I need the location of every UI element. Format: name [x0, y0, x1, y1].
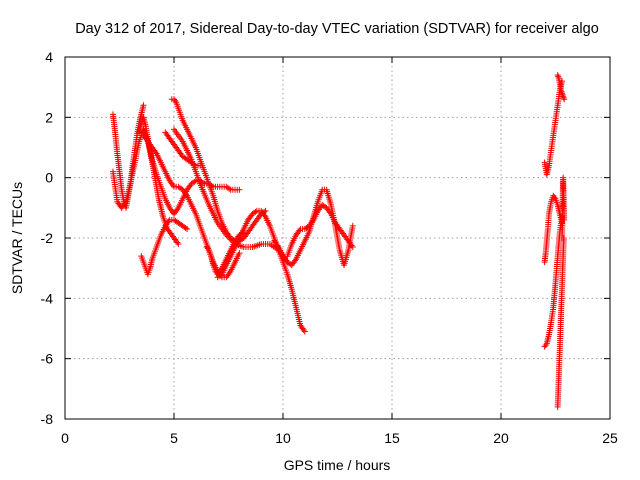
series-track-16 [554, 72, 568, 103]
grid-lines [65, 57, 610, 419]
data-point [561, 96, 568, 103]
x-tick-label: 10 [275, 430, 291, 446]
x-axis-label: GPS time / hours [284, 457, 391, 473]
data-point [240, 228, 247, 235]
data-point [182, 224, 189, 231]
x-tick-label: 5 [170, 430, 178, 446]
data-point [252, 208, 259, 215]
y-tick-label: 4 [45, 49, 53, 65]
series-track-17 [554, 235, 567, 410]
series-track-11 [203, 228, 247, 278]
data-point [140, 102, 147, 109]
y-tick-labels: 4 2 0 -2 -4 -6 -8 [41, 49, 54, 427]
data-point [236, 186, 243, 193]
y-tick-label: -2 [41, 230, 54, 246]
data-point [349, 244, 356, 251]
data-point [236, 250, 243, 257]
data-point [555, 73, 562, 80]
data-point [239, 229, 246, 236]
data-point [304, 223, 311, 230]
axis-ticks [64, 56, 611, 420]
series-track-10 [284, 201, 356, 260]
data-point [349, 222, 356, 229]
data-point [542, 342, 549, 349]
data-point [287, 261, 294, 268]
series-track-12 [162, 129, 204, 169]
data-point [561, 216, 568, 223]
series-track-18 [559, 174, 568, 241]
x-tick-label: 25 [602, 430, 618, 446]
data-point [175, 241, 182, 248]
data-point [301, 328, 308, 335]
y-tick-label: -4 [41, 290, 54, 306]
series-track-6 [138, 216, 191, 278]
data-point [559, 78, 566, 85]
chart-title: Day 312 of 2017, Sidereal Day-to-day VTE… [75, 21, 599, 37]
x-tick-labels: 0 5 10 15 20 25 [61, 430, 618, 446]
y-tick-label: -6 [41, 351, 54, 367]
series-track-13 [541, 213, 566, 350]
y-tick-label: 0 [45, 170, 53, 186]
data-point [554, 72, 561, 79]
x-tick-label: 0 [61, 430, 69, 446]
x-tick-label: 20 [493, 430, 509, 446]
y-axis-label: SDTVAR / TECUs [9, 182, 25, 294]
data-point [226, 185, 233, 192]
data-point [184, 225, 191, 232]
data-point [191, 178, 198, 185]
data-point [178, 185, 185, 192]
data-point [197, 162, 204, 169]
series-track-9 [271, 186, 356, 269]
data-points [109, 72, 568, 410]
x-tick-label: 15 [384, 430, 400, 446]
data-point [322, 203, 329, 210]
y-tick-label: 2 [45, 109, 53, 125]
y-tick-label: -8 [41, 411, 54, 427]
data-point [191, 161, 198, 168]
